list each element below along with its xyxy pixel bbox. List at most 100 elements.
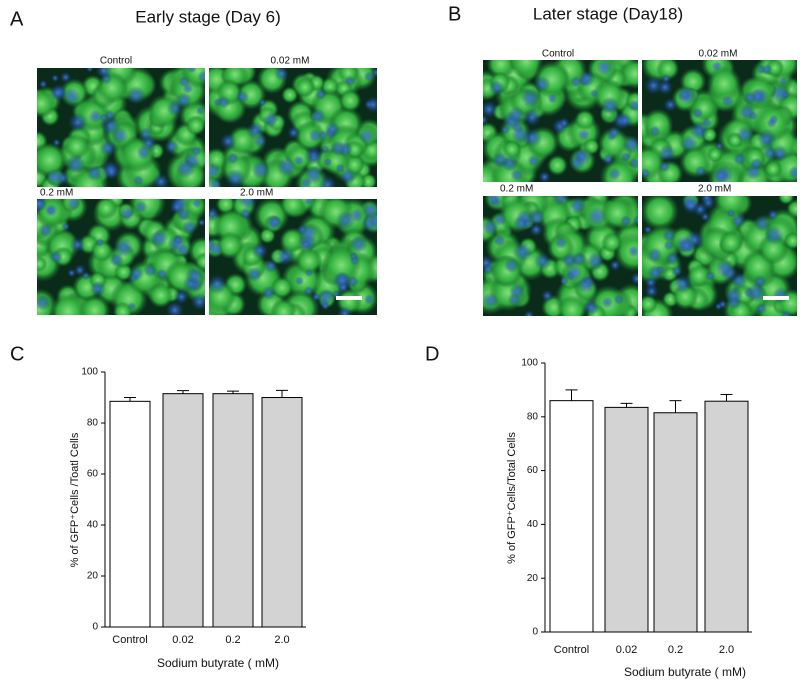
nucleus <box>246 121 265 140</box>
nucleus <box>276 157 297 177</box>
nucleus <box>483 219 499 236</box>
nucleus <box>349 252 358 261</box>
nucleus <box>52 138 61 147</box>
nucleus <box>268 215 282 229</box>
nucleus <box>49 250 63 264</box>
image-label: 2.0 mM <box>698 184 731 195</box>
panel-label: D <box>425 343 439 365</box>
nucleus <box>209 274 227 295</box>
cell <box>112 301 133 315</box>
scale-bar <box>763 296 789 300</box>
y-tick-label: 40 <box>527 519 539 530</box>
panel-label: B <box>448 3 461 25</box>
nucleus <box>120 206 136 222</box>
nucleus <box>315 88 327 100</box>
nucleus <box>628 245 638 258</box>
cell <box>642 294 658 314</box>
nucleus <box>337 305 353 315</box>
nucleus <box>755 302 768 315</box>
cell <box>656 60 680 81</box>
cell <box>687 263 711 288</box>
cell <box>783 231 797 250</box>
nucleus <box>62 87 81 106</box>
nucleus <box>529 222 544 237</box>
nucleus <box>694 165 707 177</box>
nucleus <box>663 97 678 112</box>
cell <box>90 239 114 263</box>
nucleus <box>167 100 184 117</box>
nucleus <box>756 129 777 149</box>
nucleus <box>65 154 86 174</box>
nucleus <box>649 125 661 137</box>
nucleus <box>197 70 205 84</box>
nucleus <box>663 240 675 251</box>
nucleus <box>209 238 216 252</box>
nucleus <box>500 125 510 135</box>
nucleus <box>257 98 267 107</box>
nucleus <box>534 75 551 93</box>
cell <box>37 142 68 178</box>
x-tick-label: Control <box>554 644 589 656</box>
nucleus <box>718 299 728 309</box>
nucleus <box>320 144 330 154</box>
image-label: 0.02 mM <box>699 49 738 60</box>
nucleus <box>88 109 103 124</box>
nucleus <box>622 135 638 154</box>
scale-bar <box>336 296 362 300</box>
nucleus <box>323 158 332 167</box>
nucleus <box>534 252 552 270</box>
nucleus <box>190 292 205 311</box>
y-tick-label: 60 <box>527 465 539 476</box>
nucleus <box>577 128 590 141</box>
cell <box>597 127 630 160</box>
cell <box>706 146 723 163</box>
nucleus <box>571 251 587 267</box>
x-axis-label: Sodium butyrate ( mM) <box>157 656 279 670</box>
cell <box>574 109 596 131</box>
nucleus <box>523 310 535 316</box>
nucleus <box>743 91 757 105</box>
cell <box>78 294 111 315</box>
panel-label: A <box>10 8 24 30</box>
nucleus <box>520 88 541 109</box>
nucleus <box>156 268 168 280</box>
nucleus <box>779 77 788 86</box>
nucleus <box>586 252 605 270</box>
nucleus <box>689 120 710 141</box>
nucleus <box>38 79 48 89</box>
cell <box>295 247 323 275</box>
nucleus <box>364 294 375 305</box>
nucleus <box>730 272 748 289</box>
nucleus <box>225 168 246 187</box>
nucleus <box>318 175 337 187</box>
cell <box>777 196 795 205</box>
nucleus <box>349 208 364 223</box>
nucleus <box>609 259 621 271</box>
nucleus <box>318 288 335 305</box>
nucleus <box>38 223 53 238</box>
nucleus <box>344 75 356 87</box>
nucleus <box>69 237 86 253</box>
nucleus <box>143 263 157 277</box>
nucleus <box>682 197 700 215</box>
micrograph <box>642 196 797 316</box>
nucleus <box>643 225 653 235</box>
micrograph <box>37 199 205 315</box>
nucleus <box>321 302 330 311</box>
cell <box>679 145 712 179</box>
nucleus <box>613 294 624 305</box>
cell <box>279 199 307 219</box>
nucleus <box>510 168 524 182</box>
y-tick-label: 80 <box>87 418 99 429</box>
nucleus <box>175 158 196 179</box>
image-label: 2.0 mM <box>240 188 273 199</box>
nucleus <box>192 199 202 209</box>
panel-title: Later stage (Day18) <box>533 4 683 23</box>
nucleus <box>358 128 375 144</box>
nucleus <box>300 239 312 250</box>
nucleus <box>504 258 519 274</box>
nucleus <box>95 68 112 79</box>
image-label: 0.02 mM <box>271 56 310 67</box>
nucleus <box>185 266 204 285</box>
micrograph <box>483 60 638 182</box>
